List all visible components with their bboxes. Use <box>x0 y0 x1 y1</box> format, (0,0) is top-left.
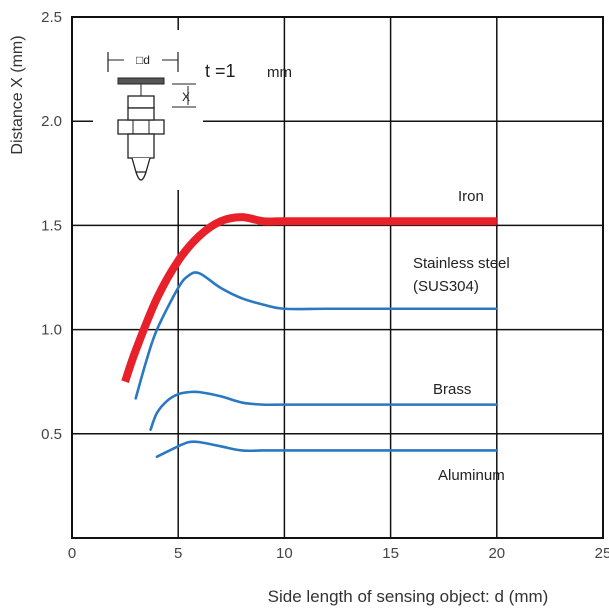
series-line-aluminum <box>155 440 499 459</box>
series-line-iron <box>121 213 497 383</box>
series-label-aluminum: Aluminum <box>438 467 505 484</box>
y-tick-label: 1.0 <box>41 322 62 339</box>
thickness-label: t =1 <box>205 61 236 81</box>
series-label-brass: Brass <box>433 381 471 398</box>
sensor-diagram: □d X <box>93 30 203 190</box>
x-tick-label: 25 <box>595 545 609 562</box>
ticks-layer: 0 5 10 15 20 25 0.5 1.0 1.5 2.0 2.5 <box>41 9 609 562</box>
y-tick-label: 2.0 <box>41 113 62 130</box>
y-tick-label: 2.5 <box>41 9 62 26</box>
y-tick-label: 0.5 <box>41 426 62 443</box>
thickness-unit: mm <box>267 64 292 81</box>
x-tick-label: 20 <box>488 545 505 562</box>
series-line-stainless-steel <box>134 271 499 400</box>
series-layer <box>121 213 499 459</box>
x-tick-label: 10 <box>276 545 293 562</box>
x-tick-label: 5 <box>174 545 182 562</box>
series-label-iron: Iron <box>458 188 484 205</box>
d-label: □d <box>136 53 150 67</box>
x-axis-label: Side length of sensing object: d (mm) <box>268 587 549 606</box>
x-gap-label: X <box>182 90 190 104</box>
series-line-brass <box>149 390 499 431</box>
plot-frame <box>71 16 604 539</box>
x-tick-label: 15 <box>382 545 399 562</box>
y-tick-label: 1.5 <box>41 217 62 234</box>
y-axis-label: Distance X (mm) <box>9 35 26 154</box>
series-label-stainless-2: (SUS304) <box>413 278 479 295</box>
series-label-stainless: Stainless steel <box>413 255 510 272</box>
x-tick-label: 0 <box>68 545 76 562</box>
